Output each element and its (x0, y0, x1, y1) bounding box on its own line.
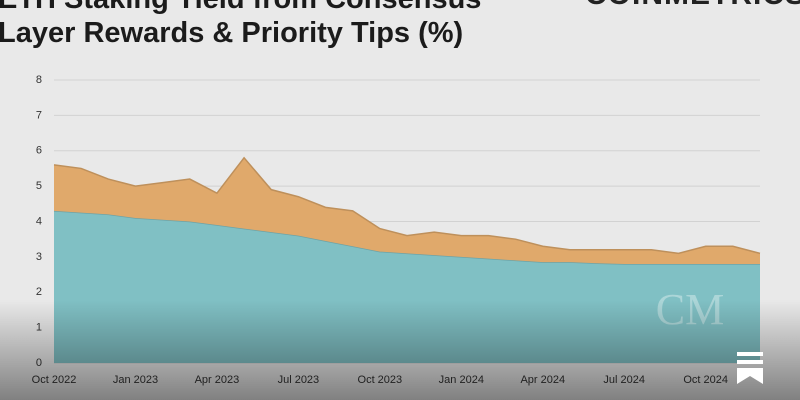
x-tick-label: Apr 2023 (195, 374, 240, 386)
y-tick-label: 3 (36, 251, 42, 263)
y-tick-label: 7 (36, 109, 42, 121)
y-tick-label: 0 (36, 357, 42, 369)
x-tick-label: Jan 2024 (439, 374, 484, 386)
y-tick-label: 5 (36, 180, 42, 192)
x-tick-label: Jul 2024 (603, 374, 645, 386)
y-tick-label: 6 (36, 145, 42, 157)
y-tick-label: 8 (36, 74, 42, 86)
area-line (53, 156, 761, 255)
x-tick-label: Oct 2023 (358, 374, 403, 386)
y-tick-label: 4 (36, 215, 42, 227)
y-tick-label: 2 (36, 286, 42, 298)
y-tick-label: 1 (36, 322, 42, 334)
area-fill (54, 210, 760, 363)
x-tick-label: Oct 2024 (683, 374, 728, 386)
watermark: CM (656, 285, 724, 334)
plot-area: 0 1 2 3 4 5 6 7 8 Oct 2022 Jan 2023 Apr 2023 Jul 202… (32, 74, 761, 386)
chart-title: Layer Rewards & Priority Tips (%) (0, 17, 463, 49)
area-fill (54, 157, 760, 264)
x-tick-label: Oct 2022 (32, 374, 77, 386)
bookmark-icon (737, 352, 763, 384)
x-tick-label: Jul 2023 (278, 374, 320, 386)
x-tick-label: Jan 2023 (113, 374, 158, 386)
x-tick-label: Apr 2024 (520, 374, 565, 386)
chart-title: ETH Staking Yield from Consensus (0, 0, 481, 15)
logo: COINMETRICS (585, 0, 800, 11)
